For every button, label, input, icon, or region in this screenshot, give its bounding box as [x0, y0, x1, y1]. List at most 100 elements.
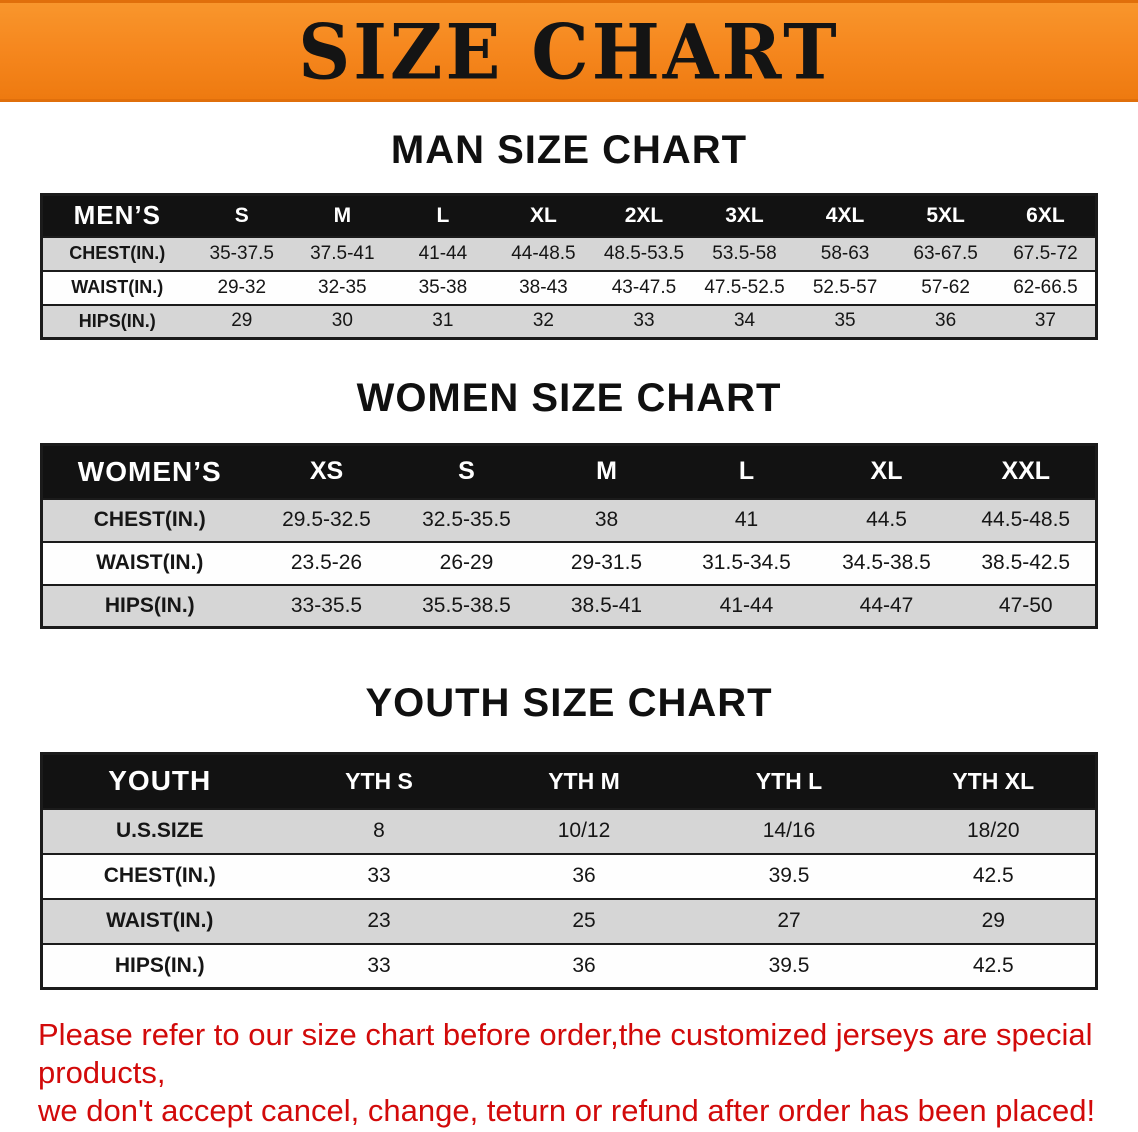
table-row: WAIST(IN.) 29-32 32-35 35-38 38-43 43-47.5 47.…: [41, 269, 1097, 306]
size-value-cell: 41-44: [676, 583, 817, 629]
size-value-cell: 38.5-41: [536, 583, 677, 629]
page-title: SIZE CHART: [298, 6, 840, 96]
size-value-cell: 34: [694, 303, 795, 340]
size-value-cell: 38.5-42.5: [956, 540, 1097, 586]
row-label: HIPS(IN.): [41, 583, 257, 629]
size-value-cell: 34.5-38.5: [816, 540, 957, 586]
row-label: WAIST(IN.): [41, 897, 277, 945]
size-column-header: XL: [816, 443, 957, 500]
size-value-cell: 37.5-41: [292, 235, 393, 272]
size-value-cell: 37: [995, 303, 1097, 340]
size-value-cell: 29: [191, 303, 293, 340]
size-value-cell: 35.5-38.5: [396, 583, 537, 629]
table-row: CHEST(IN.) 33 36 39.5 42.5: [41, 852, 1097, 900]
size-column-header: S: [396, 443, 537, 500]
table-row: WAIST(IN.) 23.5-26 26-29 29-31.5 31.5-34.5 34…: [41, 540, 1097, 586]
women-size-chart-heading: WOMEN SIZE CHART: [356, 376, 782, 420]
size-column-header: L: [392, 193, 494, 238]
size-value-cell: 32: [493, 303, 594, 340]
size-value-cell: 36: [481, 852, 687, 900]
women-size-table: WOMEN’S XS S M L XL XXL CHEST(IN.) 29.5-32.5 32.5…: [40, 443, 1098, 629]
size-column-header: YTH M: [481, 752, 687, 810]
row-label: CHEST(IN.): [41, 235, 192, 272]
table-row: CHEST(IN.) 35-37.5 37.5-41 41-44 44-48.5 48.5…: [41, 235, 1097, 272]
row-label: WAIST(IN.): [41, 269, 192, 306]
size-value-cell: 32.5-35.5: [396, 497, 537, 543]
size-value-cell: 35-38: [392, 269, 494, 306]
row-label: HIPS(IN.): [41, 942, 277, 990]
size-value-cell: 38: [536, 497, 677, 543]
women-size-section: WOMEN SIZE CHART WOMEN’S XS S M L XL XXL CHEST(…: [0, 376, 1138, 629]
size-value-cell: 33-35.5: [256, 583, 397, 629]
size-value-cell: 42.5: [891, 942, 1097, 990]
size-column-header: XXL: [956, 443, 1097, 500]
footer-note-line-2: we don't accept cancel, change, teturn o…: [38, 1093, 1096, 1128]
size-value-cell: 14/16: [686, 807, 892, 855]
size-value-cell: 44.5-48.5: [956, 497, 1097, 543]
size-value-cell: 42.5: [891, 852, 1097, 900]
table-header-row: YOUTH YTH S YTH M YTH L YTH XL: [41, 752, 1097, 810]
row-label: U.S.SIZE: [41, 807, 277, 855]
row-label: CHEST(IN.): [41, 497, 257, 543]
size-column-header: L: [676, 443, 817, 500]
size-column-header: 4XL: [794, 193, 896, 238]
size-column-header: 5XL: [895, 193, 996, 238]
size-column-header: XS: [256, 443, 397, 500]
size-value-cell: 32-35: [292, 269, 393, 306]
size-value-cell: 52.5-57: [794, 269, 896, 306]
size-value-cell: 38-43: [493, 269, 594, 306]
size-value-cell: 29: [891, 897, 1097, 945]
size-column-header: S: [191, 193, 293, 238]
size-value-cell: 31: [392, 303, 494, 340]
men-size-table: MEN’S S M L XL 2XL 3XL 4XL 5XL 6XL CHEST(IN.) 35-37…: [40, 193, 1098, 340]
size-value-cell: 33: [276, 942, 482, 990]
size-value-cell: 33: [593, 303, 695, 340]
row-label: HIPS(IN.): [41, 303, 192, 340]
size-value-cell: 29-31.5: [536, 540, 677, 586]
size-value-cell: 23.5-26: [256, 540, 397, 586]
size-value-cell: 30: [292, 303, 393, 340]
size-value-cell: 58-63: [794, 235, 896, 272]
size-value-cell: 67.5-72: [995, 235, 1097, 272]
row-label: CHEST(IN.): [41, 852, 277, 900]
size-value-cell: 41-44: [392, 235, 494, 272]
row-label: WAIST(IN.): [41, 540, 257, 586]
size-value-cell: 8: [276, 807, 482, 855]
size-value-cell: 29.5-32.5: [256, 497, 397, 543]
table-corner-label: YOUTH: [41, 752, 277, 810]
size-value-cell: 62-66.5: [995, 269, 1097, 306]
size-value-cell: 26-29: [396, 540, 537, 586]
size-value-cell: 36: [481, 942, 687, 990]
table-corner-label: WOMEN’S: [41, 443, 257, 500]
size-value-cell: 36: [895, 303, 996, 340]
size-column-header: 6XL: [995, 193, 1097, 238]
size-value-cell: 33: [276, 852, 482, 900]
youth-size-chart-heading: YOUTH SIZE CHART: [365, 681, 773, 725]
size-column-header: M: [536, 443, 677, 500]
table-row: HIPS(IN.) 33-35.5 35.5-38.5 38.5-41 41-44 44-…: [41, 583, 1097, 629]
table-row: HIPS(IN.) 29 30 31 32 33 34 35 36 37: [41, 303, 1097, 340]
size-value-cell: 47-50: [956, 583, 1097, 629]
size-column-header: YTH XL: [891, 752, 1097, 810]
size-column-header: XL: [493, 193, 594, 238]
size-column-header: 3XL: [694, 193, 795, 238]
size-column-header: YTH L: [686, 752, 892, 810]
youth-size-section: YOUTH SIZE CHART YOUTH YTH S YTH M YTH L YTH…: [0, 681, 1138, 990]
table-corner-label: MEN’S: [41, 193, 192, 238]
table-row: WAIST(IN.) 23 25 27 29: [41, 897, 1097, 945]
size-value-cell: 23: [276, 897, 482, 945]
size-value-cell: 18/20: [891, 807, 1097, 855]
size-value-cell: 35-37.5: [191, 235, 293, 272]
size-value-cell: 29-32: [191, 269, 293, 306]
size-value-cell: 44-48.5: [493, 235, 594, 272]
size-value-cell: 47.5-52.5: [694, 269, 795, 306]
table-header-row: WOMEN’S XS S M L XL XXL: [41, 443, 1097, 500]
size-column-header: YTH S: [276, 752, 482, 810]
size-value-cell: 39.5: [686, 942, 892, 990]
size-column-header: M: [292, 193, 393, 238]
table-row: CHEST(IN.) 29.5-32.5 32.5-35.5 38 41 44.5 44.5…: [41, 497, 1097, 543]
size-value-cell: 63-67.5: [895, 235, 996, 272]
size-value-cell: 10/12: [481, 807, 687, 855]
size-value-cell: 27: [686, 897, 892, 945]
